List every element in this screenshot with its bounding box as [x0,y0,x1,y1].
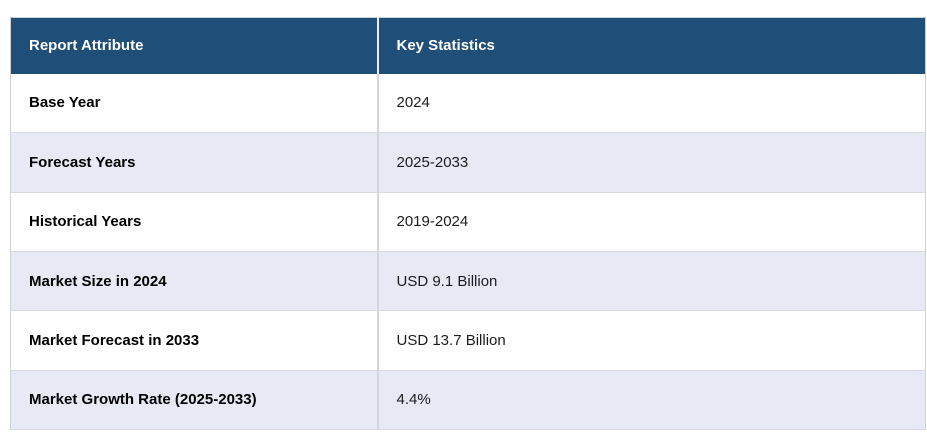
value-market-forecast-2033: USD 13.7 Billion [376,310,926,371]
attribute-market-forecast-2033: Market Forecast in 2033 [10,310,378,371]
attribute-forecast-years: Forecast Years [10,132,378,193]
attribute-base-year: Base Year [10,73,378,134]
table-row: Market Growth Rate (2025-2033) 4.4% [10,370,926,431]
table-row: Base Year 2024 [10,73,926,134]
value-market-growth-rate: 4.4% [376,370,926,431]
table-row: Forecast Years 2025-2033 [10,132,926,193]
table-row: Market Forecast in 2033 USD 13.7 Billion [10,310,926,371]
attribute-historical-years: Historical Years [10,192,378,252]
attribute-market-size-2024: Market Size in 2024 [10,251,378,312]
table-row: Market Size in 2024 USD 9.1 Billion [10,251,926,312]
column-header-report-attribute: Report Attribute [10,17,378,74]
report-statistics-table: Report Attribute Key Statistics Base Yea… [10,17,926,431]
value-forecast-years: 2025-2033 [376,132,926,193]
attribute-market-growth-rate: Market Growth Rate (2025-2033) [10,370,378,431]
table-header-row: Report Attribute Key Statistics [10,17,926,74]
value-historical-years: 2019-2024 [376,192,926,252]
table-row: Historical Years 2019-2024 [10,192,926,252]
value-base-year: 2024 [376,73,926,134]
value-market-size-2024: USD 9.1 Billion [376,251,926,312]
column-header-key-statistics: Key Statistics [376,17,926,74]
